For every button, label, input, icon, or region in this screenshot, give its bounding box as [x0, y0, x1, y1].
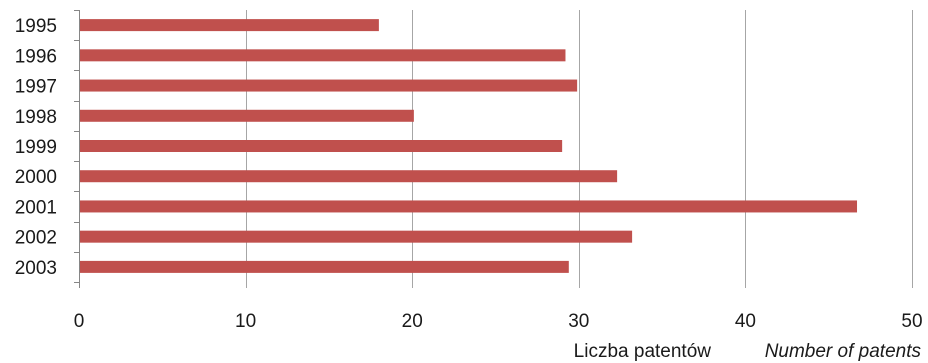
y-tick-label-1998: 1998 [15, 107, 57, 128]
axes [74, 10, 80, 288]
x-tick-labels: 0 10 20 30 40 50 [74, 311, 923, 332]
x-tick-label-40: 40 [735, 311, 756, 332]
y-tick-label-1996: 1996 [15, 46, 57, 67]
x-tick-label-30: 30 [568, 311, 589, 332]
bar-1998 [80, 109, 414, 122]
bar-2001 [80, 200, 858, 213]
y-tick-label-2003: 2003 [15, 258, 57, 279]
y-tick-label-1997: 1997 [15, 77, 57, 98]
bar-1999 [80, 140, 563, 152]
bar-2003 [80, 260, 569, 273]
x-tick-label-10: 10 [235, 311, 256, 332]
y-tick-label-2002: 2002 [15, 228, 57, 249]
x-tick-label-20: 20 [402, 311, 423, 332]
bar-1995 [80, 19, 379, 32]
y-tick-labels: 1995 1996 1997 1998 1999 2000 2001 2002 2003 [15, 16, 57, 279]
bar-2000 [80, 170, 618, 183]
x-tick-label-0: 0 [74, 311, 85, 332]
x-axis-title-english: Number of patents [765, 341, 922, 362]
x-tick-label-50: 50 [901, 311, 922, 332]
bars [80, 19, 858, 273]
bar-1996 [80, 49, 566, 62]
x-axis-title: Liczba patentów [574, 341, 712, 362]
bar-1997 [80, 79, 578, 92]
y-tick-label-2000: 2000 [15, 167, 57, 188]
y-tick-label-1999: 1999 [15, 137, 57, 158]
y-tick-label-1995: 1995 [15, 16, 57, 37]
bar-2002 [80, 230, 633, 243]
y-tick-label-2001: 2001 [15, 197, 57, 218]
